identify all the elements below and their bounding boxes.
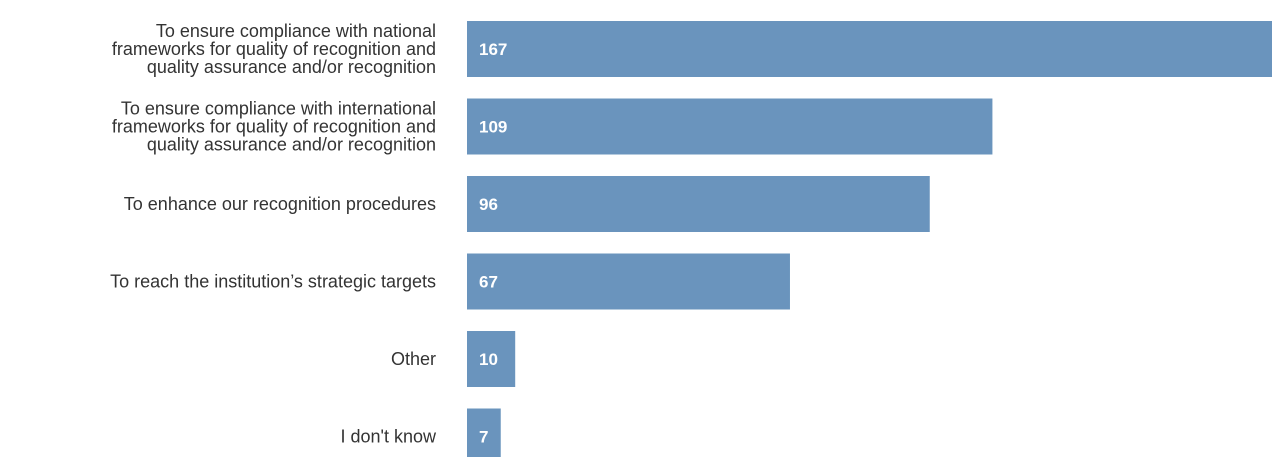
- bar-value-label-2: 109: [479, 118, 507, 137]
- category-label-4: To reach the institution’s strategic tar…: [110, 272, 436, 292]
- category-label-5: Other: [391, 349, 436, 369]
- category-label-3: To enhance our recognition procedures: [124, 194, 436, 214]
- bar-3: [467, 176, 930, 232]
- bar-value-label-1: 167: [479, 40, 507, 59]
- category-label-2-line-1: To ensure compliance with international: [121, 99, 436, 119]
- bar-value-label-4: 67: [479, 273, 498, 292]
- bar-2: [467, 98, 993, 155]
- bar-1: [467, 21, 1272, 77]
- bar-6: [467, 408, 501, 457]
- bar-value-label-6: 7: [479, 428, 488, 447]
- category-label-1-line-3: quality assurance and/or recognition: [147, 57, 436, 77]
- category-label-2-line-3: quality assurance and/or recognition: [147, 135, 436, 155]
- category-label-1-line-2: frameworks for quality of recognition an…: [112, 39, 436, 59]
- category-label-2-line-2: frameworks for quality of recognition an…: [112, 117, 436, 137]
- bar-5: [467, 331, 516, 387]
- category-label-1-line-1: To ensure compliance with national: [156, 21, 436, 41]
- bar-value-label-3: 96: [479, 195, 498, 214]
- bar-4: [467, 253, 790, 310]
- bar-value-label-5: 10: [479, 350, 498, 369]
- category-label-6: I don't know: [341, 427, 437, 447]
